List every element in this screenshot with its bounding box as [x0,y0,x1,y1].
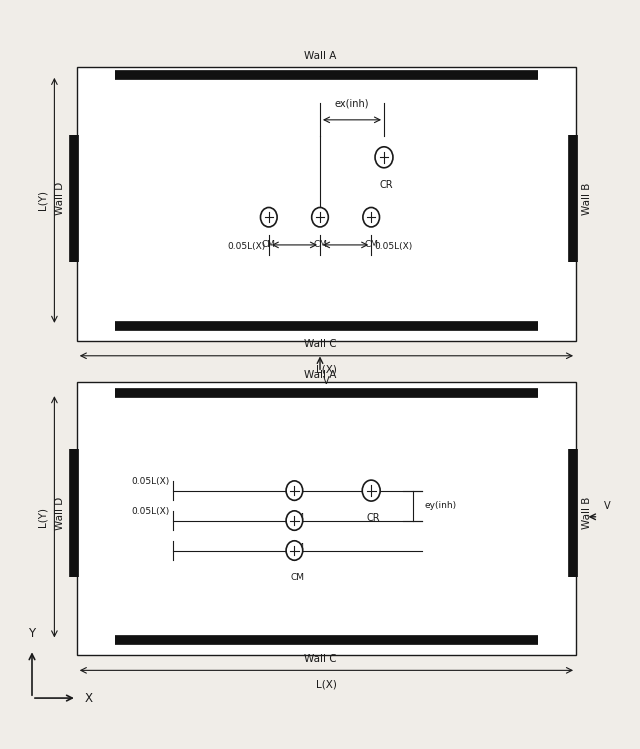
Text: Wall C: Wall C [304,339,336,349]
Text: CM: CM [313,240,327,249]
Text: X: X [84,691,93,705]
Text: Wall D: Wall D [54,497,65,530]
Text: CM: CM [262,240,276,249]
Text: 0.05L(X): 0.05L(X) [227,242,266,251]
Text: Wall B: Wall B [582,182,592,215]
Bar [77,67,576,341]
Text: 0.05L(X): 0.05L(X) [131,507,170,516]
Circle shape [286,481,303,500]
Text: CR: CR [366,513,380,523]
Text: L(X): L(X) [316,365,337,374]
Circle shape [362,480,380,501]
Text: ey(inh): ey(inh) [424,501,456,510]
Circle shape [286,511,303,530]
Text: Wall D: Wall D [54,182,65,215]
Text: CM: CM [291,513,305,522]
Text: L(Y): L(Y) [38,190,48,210]
Text: Wall A: Wall A [304,370,336,380]
Text: L(Y): L(Y) [38,507,48,527]
Text: L(X): L(X) [316,679,337,689]
Text: Wall B: Wall B [582,497,592,530]
Text: Wall A: Wall A [304,52,336,61]
Text: CM: CM [291,543,305,552]
Bar [77,382,576,655]
Circle shape [363,207,380,227]
Text: 0.05L(X): 0.05L(X) [374,242,413,251]
Text: Y: Y [28,627,36,640]
Text: CR: CR [379,180,393,189]
Text: ex(inh): ex(inh) [335,99,369,109]
Circle shape [312,207,328,227]
Text: 0.05L(X): 0.05L(X) [131,477,170,486]
Text: CM: CM [291,573,305,582]
Circle shape [286,541,303,560]
Circle shape [260,207,277,227]
Text: V: V [323,376,330,386]
Text: V: V [604,501,610,511]
Circle shape [375,147,393,168]
Text: CM: CM [364,240,378,249]
Text: Wall C: Wall C [304,654,336,664]
